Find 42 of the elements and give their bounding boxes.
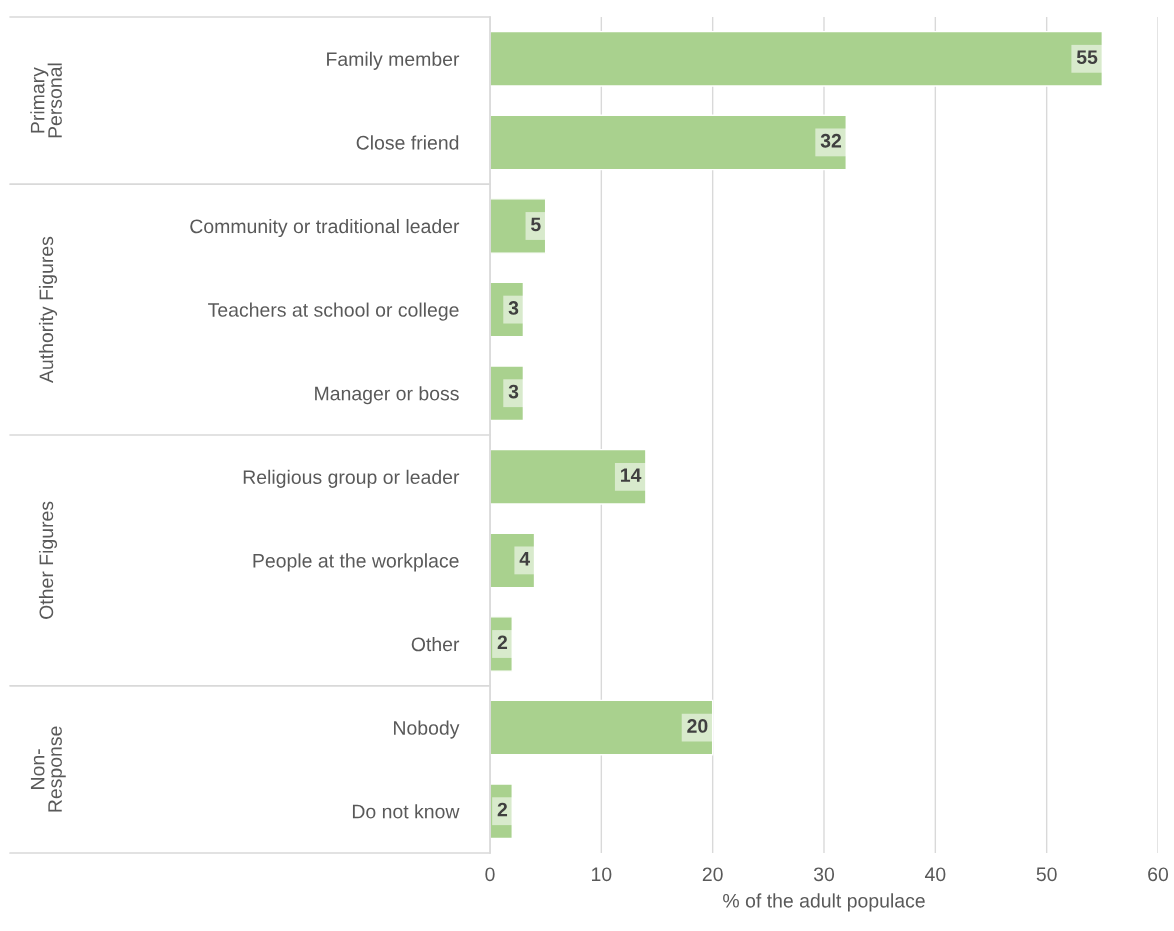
data-label: 5 xyxy=(531,217,541,232)
data-label: 55 xyxy=(1076,50,1098,65)
x-tick-label: 60 xyxy=(1148,867,1169,882)
data-label: 4 xyxy=(519,552,530,566)
x-tick-label: 20 xyxy=(702,867,723,882)
bar xyxy=(490,365,525,422)
bar xyxy=(490,114,847,171)
bar xyxy=(490,699,714,756)
x-axis-title: % of the adult populace xyxy=(723,893,925,912)
y-tick-label: Community or traditional leader xyxy=(190,218,460,238)
x-tick-label: 0 xyxy=(485,867,495,882)
bar xyxy=(490,448,647,505)
x-tick-label: 40 xyxy=(924,867,946,882)
data-label: 3 xyxy=(508,384,519,399)
bar xyxy=(490,30,1104,87)
bar xyxy=(490,198,547,254)
bar xyxy=(490,616,513,672)
y-tick-label: Family member xyxy=(327,51,460,70)
y-tick-label: Other xyxy=(411,636,460,652)
y-tick-label: Do not know xyxy=(352,804,460,819)
y-tick-label: People at the workplace xyxy=(253,553,459,572)
data-label: 14 xyxy=(621,468,642,482)
data-label: 3 xyxy=(508,301,519,315)
y-tick-label: Close friend xyxy=(356,135,459,150)
text: Primary Personal xyxy=(30,63,62,138)
data-label: 32 xyxy=(820,133,842,148)
text: Non- Response xyxy=(30,726,66,812)
data-label: 2 xyxy=(497,635,508,650)
y-tick-label: Manager or boss xyxy=(315,386,459,405)
text: Other Figures xyxy=(38,501,58,619)
data-label: 20 xyxy=(687,719,708,733)
bar xyxy=(490,281,525,338)
bar xyxy=(490,532,536,589)
y-tick-label: Teachers at school or college xyxy=(208,302,459,321)
text: Authority Figures xyxy=(38,236,58,384)
x-tick-label: 30 xyxy=(813,867,835,882)
data-label: 2 xyxy=(497,802,508,817)
y-tick-label: Religious group or leader xyxy=(243,469,460,488)
bar xyxy=(490,783,513,840)
y-tick-label: Nobody xyxy=(394,720,460,739)
x-tick-label: 50 xyxy=(1036,867,1057,882)
x-tick-label: 10 xyxy=(592,867,612,882)
